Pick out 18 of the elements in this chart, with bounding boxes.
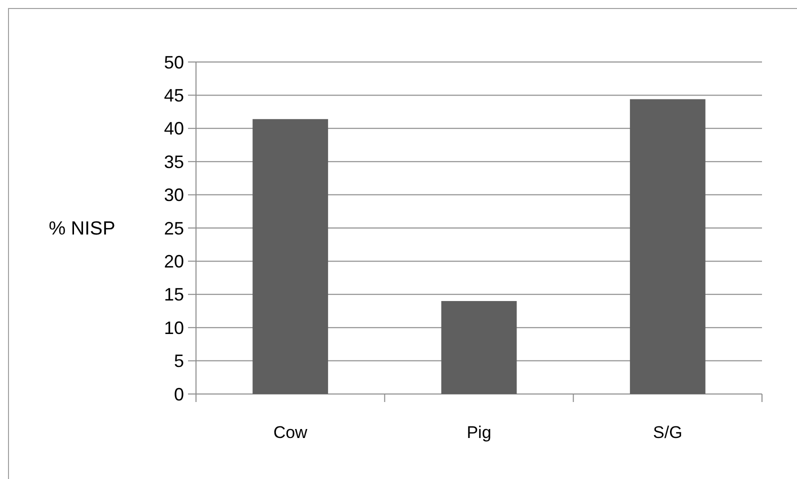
y-tick-label: 20 [164, 252, 184, 272]
bar [252, 119, 328, 394]
y-tick-label: 25 [164, 218, 184, 238]
x-tick-label: S/G [653, 423, 682, 442]
y-axis-title: % NISP [48, 218, 116, 240]
y-tick-label: 40 [164, 118, 184, 139]
bar [630, 99, 706, 394]
y-tick-label: 35 [164, 152, 184, 172]
y-tick-label: 50 [164, 52, 184, 72]
x-tick-label: Cow [273, 423, 308, 442]
x-tick-label: Pig [466, 423, 492, 442]
y-tick-label: 15 [164, 284, 184, 305]
y-tick-label: 5 [174, 351, 184, 372]
bar [441, 301, 517, 394]
y-tick-label: 0 [174, 384, 184, 404]
y-tick-label: 10 [164, 318, 184, 338]
y-tick-label: 30 [164, 185, 184, 206]
y-tick-label: 45 [164, 86, 184, 106]
